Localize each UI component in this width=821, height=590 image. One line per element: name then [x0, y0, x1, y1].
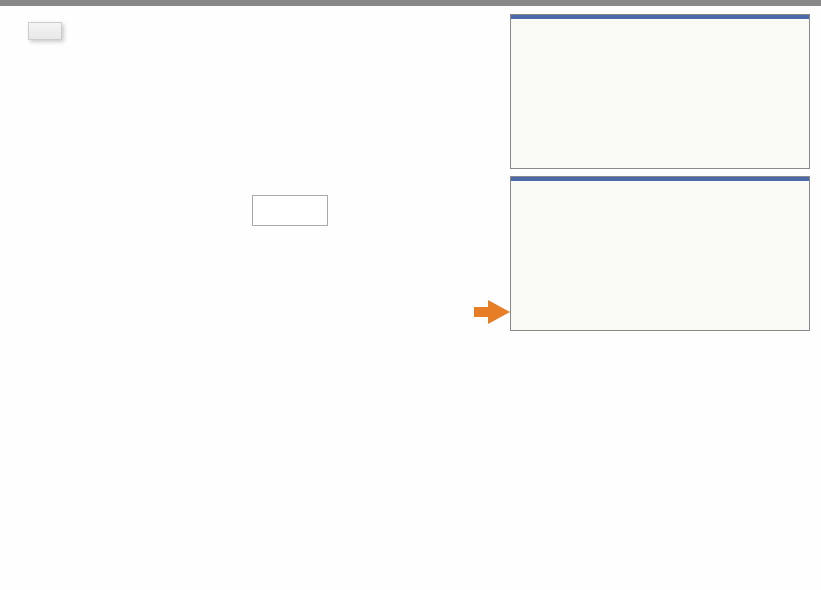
arrow-icon: [488, 300, 510, 324]
legend-line-ineffective: [267, 207, 303, 209]
brain-anatomy: [520, 346, 810, 576]
spectrogram-svg-1: [511, 19, 809, 160]
brain-lobes-svg: [520, 346, 670, 466]
legend-line-effective: [267, 212, 303, 214]
chart-legend: [252, 195, 328, 226]
spectrogram-panel-2: [510, 176, 810, 331]
legend-effective: [267, 212, 313, 214]
spectrogram-panel-1: [510, 14, 810, 169]
title-box: [28, 22, 62, 40]
spectrogram-svg-2: [511, 181, 809, 322]
brainwave-chart: [10, 95, 510, 545]
brain-limbic-svg: [655, 374, 815, 514]
top-border: [0, 0, 821, 6]
legend-ineffective: [267, 207, 313, 209]
